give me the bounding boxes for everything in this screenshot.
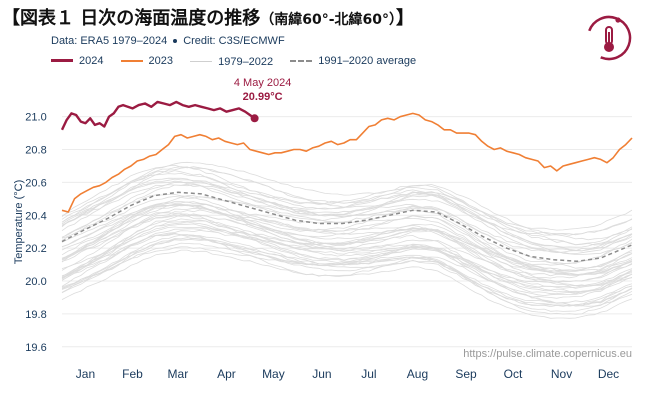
history-year-line [61, 170, 633, 246]
latest-point-2024[interactable] [250, 114, 259, 123]
annotation-date: 4 May 2024 [234, 77, 291, 89]
y-tick-label: 20.8 [25, 145, 46, 157]
y-tick-label: 20.2 [25, 243, 46, 255]
chart-gridlines [62, 116, 632, 348]
history-year-line [61, 209, 633, 279]
chart-title: 【図表１ 日次の海面温度の推移（南緯60°-北緯60°）】 [2, 4, 414, 30]
history-year-line [61, 213, 633, 283]
history-year-line [61, 238, 633, 308]
legend-label-history: 1979–2022 [218, 55, 274, 68]
month-label: Jan [76, 367, 95, 381]
month-label: Jul [361, 367, 376, 381]
copernicus-thermometer-icon[interactable] [585, 14, 633, 62]
month-label: Feb [122, 367, 143, 381]
month-label: Jun [312, 367, 331, 381]
history-year-line [61, 161, 633, 231]
chart-title-end: 】 [396, 8, 415, 29]
series-average-line [61, 191, 633, 263]
series-2024-line [60, 100, 256, 131]
history-year-line [61, 212, 633, 287]
chart-title-region: （南緯60°-北緯60°） [260, 12, 397, 28]
legend-label-2023: 2023 [148, 55, 174, 67]
y-tick-label: 20.0 [25, 276, 46, 288]
legend-swatch-2024 [51, 59, 73, 62]
credit-label: Credit: C3S/ECMWF [183, 35, 285, 47]
month-label: Sep [455, 367, 477, 381]
history-year-line [61, 220, 633, 289]
history-year-line [61, 237, 633, 307]
month-label: Apr [217, 367, 236, 381]
legend-label-average: 1991–2020 average [318, 55, 417, 67]
legend-item-2023[interactable]: 2023 [120, 55, 174, 67]
source-url[interactable]: https://pulse.climate.copernicus.eu [463, 348, 632, 360]
history-year-line [61, 207, 633, 277]
month-label: Dec [598, 367, 619, 381]
legend-label-2024: 2024 [79, 54, 104, 67]
data-source-label: Data: ERA5 1979–2024 [51, 35, 168, 47]
x-axis-month-labels: Jan Feb Mar Apr May Jun Jul Aug Sep Oct Nov Dec [76, 367, 619, 381]
history-year-line [61, 229, 633, 299]
history-year-line [61, 196, 633, 266]
history-year-line [61, 164, 633, 241]
annotation-value: 20.99°C [243, 91, 283, 103]
history-year-line [61, 218, 633, 289]
chart-title-main: 【図表１ 日次の海面温度の推移 [2, 8, 261, 29]
legend-item-2024[interactable]: 2024 [51, 55, 103, 67]
separator-dot-icon [173, 39, 178, 44]
history-year-line [61, 180, 633, 255]
history-year-line [61, 214, 633, 283]
month-label: Aug [407, 367, 428, 381]
history-year-line [61, 177, 633, 252]
legend-item-average[interactable]: 1991–2020 average [290, 55, 416, 67]
month-label: May [262, 367, 285, 381]
data-credit-line: Data: ERA5 1979–2024 Credit: C3S/ECMWF [51, 35, 285, 47]
legend-item-history[interactable]: 1979–2022 [190, 56, 273, 68]
month-label: Nov [551, 367, 572, 381]
history-year-line [61, 246, 633, 315]
legend-swatch-average [290, 60, 313, 62]
legend-swatch-2023 [120, 60, 143, 62]
y-tick-label: 19.8 [25, 309, 46, 321]
history-year-line [61, 249, 633, 319]
history-year-line [61, 166, 633, 236]
history-year-line [61, 195, 633, 265]
legend-swatch-history [190, 61, 213, 62]
history-year-line [61, 194, 633, 269]
history-year-line [61, 201, 633, 271]
history-year-line [61, 221, 633, 293]
history-year-line [61, 204, 633, 276]
history-lines-1979-2022 [61, 161, 633, 319]
y-axis-ticks: 19.6 19.8 20.0 20.2 20.4 20.6 20.8 21.0 [25, 112, 46, 354]
month-label: Mar [168, 367, 189, 381]
month-label: Oct [504, 367, 523, 381]
chart-legend: 2024 2023 1979–2022 1991–2020 average [51, 53, 430, 68]
y-tick-label: 20.6 [25, 177, 46, 189]
series-2023-line [61, 112, 633, 213]
history-year-line [61, 227, 633, 297]
y-axis-label: Temperature (°C) [13, 180, 25, 264]
y-tick-label: 21.0 [25, 112, 46, 124]
history-year-line [61, 166, 633, 236]
history-year-line [61, 215, 633, 287]
history-year-line [61, 226, 633, 295]
data-series [60, 100, 633, 263]
y-tick-label: 20.4 [25, 210, 46, 222]
y-tick-label: 19.6 [25, 342, 46, 354]
history-year-line [61, 242, 633, 312]
